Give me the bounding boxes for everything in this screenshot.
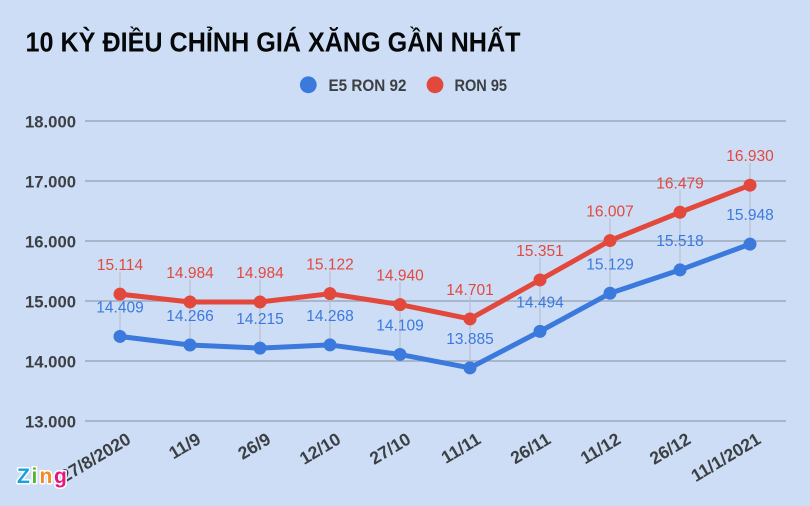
- svg-text:14.109: 14.109: [376, 318, 423, 335]
- svg-text:14.215: 14.215: [236, 311, 283, 328]
- svg-text:14.984: 14.984: [166, 265, 214, 282]
- svg-text:13.885: 13.885: [446, 331, 493, 348]
- svg-text:n: n: [40, 465, 53, 488]
- svg-text:16.000: 16.000: [25, 234, 76, 252]
- svg-text:15.518: 15.518: [656, 233, 703, 250]
- svg-text:16.007: 16.007: [586, 204, 633, 221]
- svg-text:16.930: 16.930: [726, 148, 774, 165]
- svg-text:15.948: 15.948: [726, 207, 773, 224]
- svg-text:15.114: 15.114: [97, 257, 144, 274]
- svg-text:i: i: [32, 465, 38, 488]
- svg-text:14.266: 14.266: [166, 308, 213, 325]
- svg-text:15.351: 15.351: [516, 243, 563, 260]
- svg-text:14.494: 14.494: [516, 294, 564, 311]
- svg-text:g: g: [54, 465, 67, 488]
- svg-text:18.000: 18.000: [25, 114, 76, 132]
- svg-text:14.000: 14.000: [25, 354, 76, 372]
- svg-text:Z: Z: [17, 465, 30, 488]
- svg-text:15.129: 15.129: [586, 256, 633, 273]
- svg-text:14.701: 14.701: [446, 282, 493, 299]
- svg-text:14.268: 14.268: [306, 308, 353, 325]
- svg-text:10 KỲ ĐIỀU CHỈNH GIÁ XĂNG GẦN: 10 KỲ ĐIỀU CHỈNH GIÁ XĂNG GẦN NHẤT: [26, 26, 521, 58]
- svg-text:13.000: 13.000: [25, 414, 76, 432]
- svg-text:E5 RON 92: E5 RON 92: [329, 77, 407, 95]
- svg-text:16.479: 16.479: [656, 175, 703, 192]
- svg-text:14.409: 14.409: [96, 300, 143, 317]
- svg-text:14.940: 14.940: [376, 268, 424, 285]
- svg-text:15.122: 15.122: [306, 257, 353, 274]
- svg-text:14.984: 14.984: [236, 265, 284, 282]
- svg-text:15.000: 15.000: [25, 294, 76, 312]
- svg-text:17.000: 17.000: [25, 174, 76, 192]
- svg-text:RON 95: RON 95: [455, 77, 508, 95]
